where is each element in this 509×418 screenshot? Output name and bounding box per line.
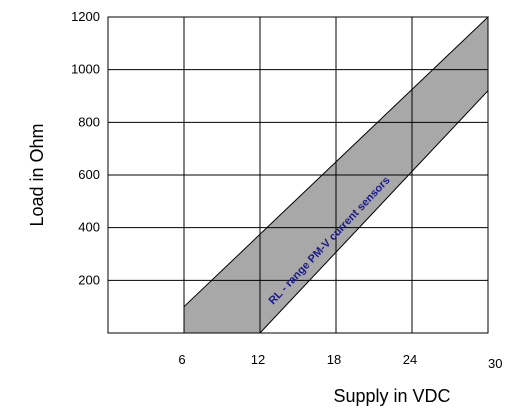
- plot-frame: [107, 16, 489, 334]
- x-tick-label: 18: [327, 352, 341, 367]
- y-tick-label: 1200: [71, 9, 100, 24]
- x-tick-label: 6: [178, 352, 185, 367]
- y-tick-label: 1000: [71, 62, 100, 77]
- x-tick-label: 12: [251, 352, 265, 367]
- grid-layer: [107, 16, 489, 334]
- y-tick-label: 800: [78, 114, 100, 129]
- y-axis-title: Load in Ohm: [27, 123, 47, 226]
- y-tick-label: 600: [78, 167, 100, 182]
- y-tick-label: 200: [78, 272, 100, 287]
- x-axis-title: Supply in VDC: [333, 386, 450, 406]
- x-tick-label: 24: [403, 352, 417, 367]
- x-tick-label: 30: [488, 356, 502, 371]
- y-tick-label: 400: [78, 220, 100, 235]
- tick-layer: 200 400 600 800 1000 1200 6 12 18 24 30: [71, 9, 502, 371]
